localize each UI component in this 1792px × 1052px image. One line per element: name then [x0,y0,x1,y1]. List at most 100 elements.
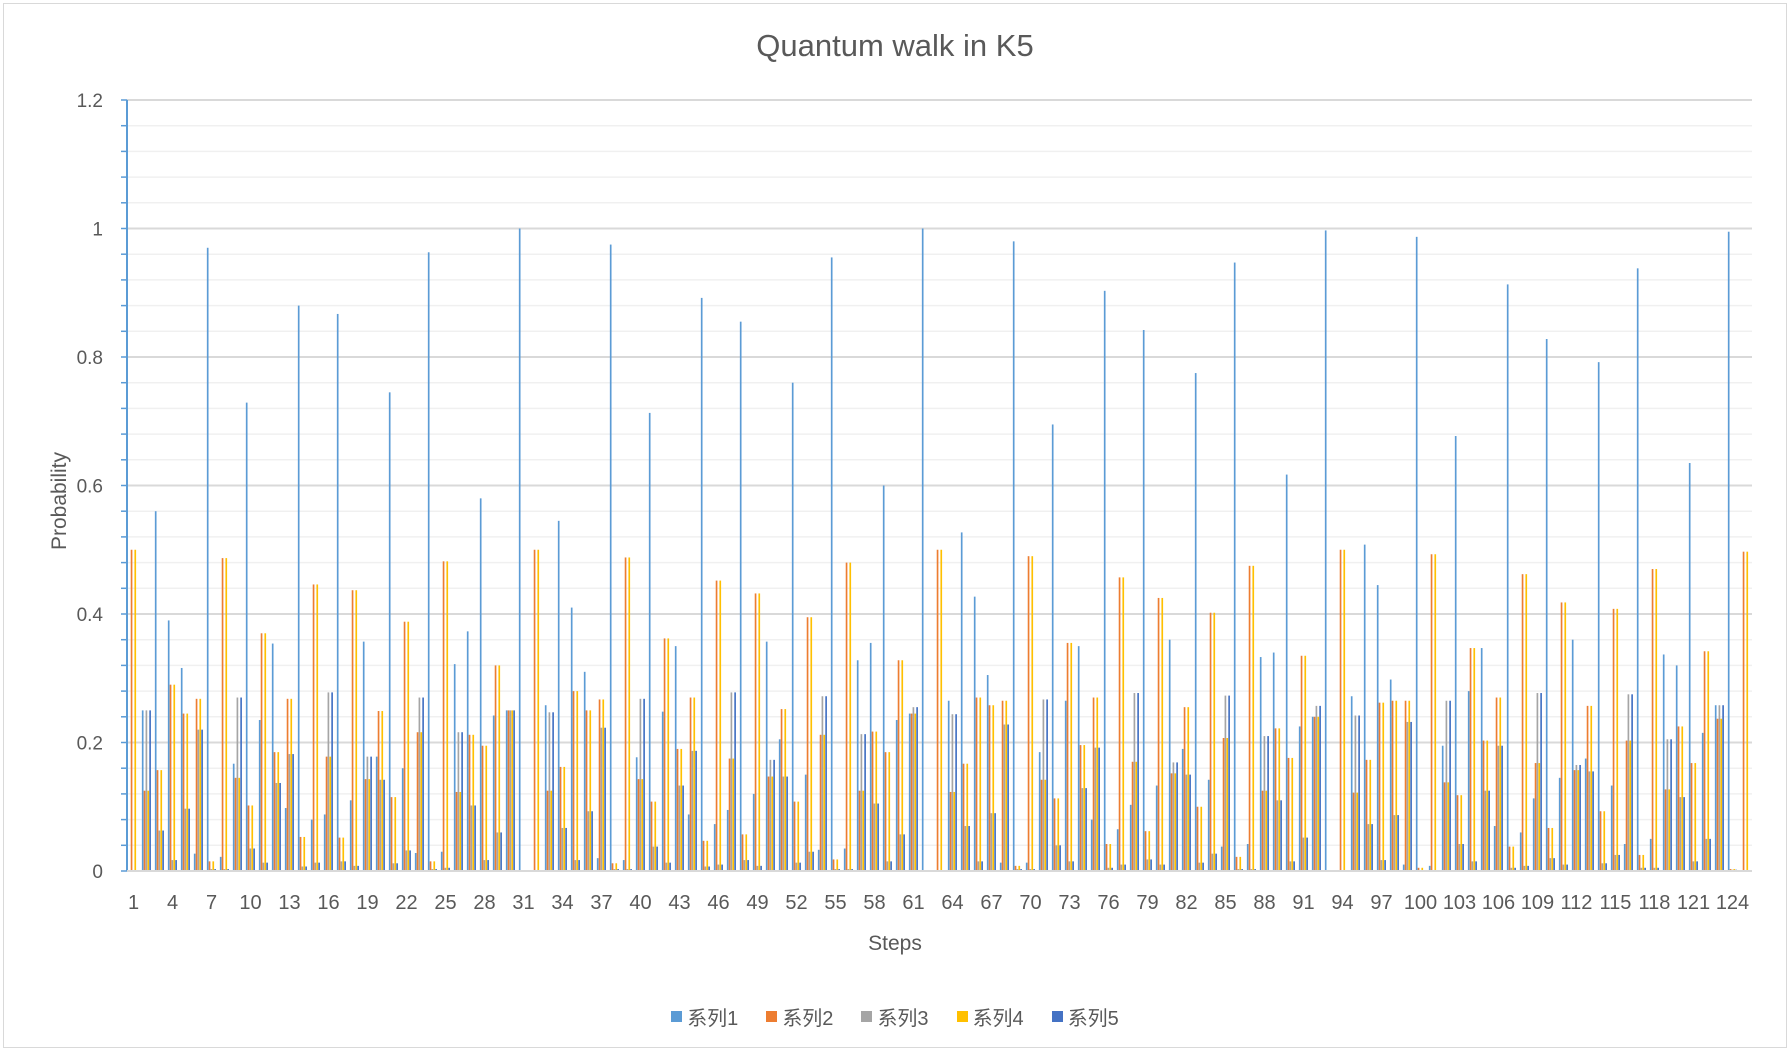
legend-label: 系列4 [972,1008,1024,1030]
bar-series-1 [1662,654,1665,871]
bar-series-5 [1696,861,1698,871]
bar-series-2 [546,790,549,871]
bar-series-5 [1631,694,1633,871]
bar-series-1 [297,305,300,872]
bar-series-5 [1501,745,1503,871]
bar-series-5 [1137,693,1139,871]
bar-series-3 [1211,853,1214,871]
bar-series-2 [260,633,263,871]
x-tick-label: 16 [317,892,339,914]
bar-series-5 [916,707,918,871]
x-tick-label: 58 [863,892,885,914]
bar-series-2 [1612,608,1615,871]
bar-series-5 [1605,863,1607,871]
bar-series-2 [1352,792,1355,871]
bar-series-5 [955,714,957,871]
bar-series-2 [169,684,172,871]
y-tick-label: 0.6 [77,477,103,498]
bar-series-2 [481,745,484,871]
bar-series-3 [1614,854,1617,871]
bar-series-3 [730,692,733,871]
x-tick-label: 7 [206,892,217,914]
bar-series-2 [884,752,887,871]
bar-series-5 [201,729,203,871]
bar-series-2 [1638,854,1641,871]
bar-series-3 [470,805,473,871]
bar-series-4 [1564,602,1567,871]
bar-series-4 [316,584,319,871]
x-tick-label: 109 [1521,892,1554,914]
bar-series-1 [401,768,404,871]
legend-swatch [1051,1011,1063,1022]
bar-series-5 [981,861,983,871]
bar-series-4 [940,549,943,871]
bar-series-4 [1408,700,1411,871]
bar-series-3 [1380,860,1383,871]
bar-series-4 [732,758,735,871]
bar-series-5 [383,779,385,871]
bar-series-2 [728,758,731,871]
bar-series-4 [1395,700,1398,871]
bar-series-2 [1677,726,1680,871]
x-tick-label: 100 [1404,892,1437,914]
bar-series-1 [765,641,768,871]
bar-series-4 [1525,574,1528,871]
bar-series-4 [498,665,501,871]
bar-series-1 [882,485,885,871]
bar-series-2 [1378,702,1381,871]
bar-series-5 [721,864,723,871]
bar-series-1 [284,808,287,871]
bar-series-4 [147,790,150,871]
bar-series-1 [1558,777,1561,871]
bar-series-1 [1350,696,1353,871]
bar-series-4 [238,777,241,871]
x-tick-label: 25 [434,892,456,914]
bar-series-4 [1187,707,1190,871]
bar-series-2 [1222,738,1225,871]
bar-series-4 [1070,642,1073,871]
bar-series-4 [602,699,605,871]
bar-series-1 [817,849,820,871]
bar-series-1 [271,643,274,871]
bar-series-1 [414,853,417,871]
bar-series-3 [1224,695,1227,871]
bar-series-4 [199,698,202,871]
bar-series-3 [197,729,200,871]
bar-series-3 [1497,745,1500,871]
bar-series-5 [357,865,359,871]
bar-series-4 [823,734,826,871]
bar-series-5 [864,734,866,871]
bar-series-3 [704,866,707,871]
bar-series-1 [583,671,586,871]
bar-series-5 [1553,858,1555,871]
bar-series-5 [968,826,970,871]
bar-series-2 [611,863,614,871]
x-tick-label: 43 [668,892,690,914]
bar-series-4 [1382,702,1385,871]
bar-series-4 [979,697,982,871]
bar-series-1 [1519,832,1522,871]
bar-series-2 [702,840,705,871]
chart-legend: 系列1 系列2 系列3 系列4 系列5 [4,1002,1786,1031]
bar-series-5 [708,866,710,871]
bar-series-1 [1688,463,1691,871]
bar-series-2 [1534,763,1537,871]
bar-series-4 [1447,782,1450,871]
bar-series-3 [1042,699,1045,871]
bar-series-1 [986,675,989,871]
x-tick-label: 4 [167,892,178,914]
x-tick-label: 118 [1639,892,1671,914]
bar-series-4 [1031,556,1034,871]
bar-series-4 [1226,738,1229,871]
bar-series-5 [1618,854,1620,871]
bar-series-2 [1209,612,1212,871]
bar-series-3 [1588,771,1591,871]
x-tick-label: 28 [473,892,495,914]
bar-series-5 [1358,715,1360,871]
bar-series-3 [288,754,291,871]
bar-series-2 [1105,844,1108,871]
bar-series-1 [1376,585,1379,871]
legend-swatch [956,1011,968,1022]
x-tick-label: 64 [941,892,963,914]
bar-series-4 [693,697,696,871]
